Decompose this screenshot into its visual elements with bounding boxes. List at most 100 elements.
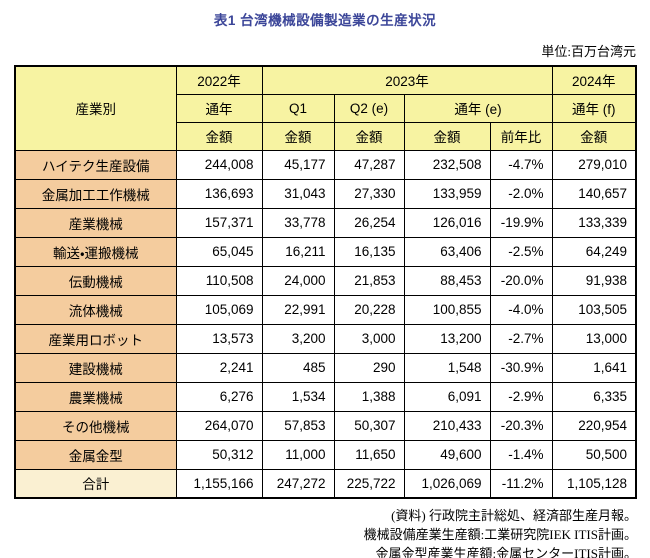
cell-2022-full-year-amount: 244,008	[175, 149, 263, 180]
cell-2023-full-year-e-amount: 100,855	[403, 294, 491, 325]
table-row: 金属金型 50,312 11,000 11,650 49,600 -1.4% 50,500	[14, 439, 637, 470]
total-row-label: 合計	[14, 468, 177, 499]
cell-2022-full-year-amount: 110,508	[175, 265, 263, 296]
unit-note: 単位:百万台湾元	[541, 44, 636, 59]
cell-2023-full-year-e-yoy: -2.9%	[489, 381, 553, 412]
cell-2023-full-year-e-amount: 126,016	[403, 207, 491, 238]
cell-2023-full-year-e-amount: 1,548	[403, 352, 491, 383]
cell-2023-full-year-e-yoy: -20.3%	[489, 410, 553, 441]
cell-2022-full-year-amount: 13,573	[175, 323, 263, 354]
header-row-periods: 通年 Q1 Q2 (e) 通年 (e) 通年 (f)	[15, 93, 637, 123]
table-row: 流体機械 105,069 22,991 20,228 100,855 -4.0% 103,5…	[14, 294, 637, 325]
cell-2023-full-year-e-amount: 133,959	[403, 178, 491, 209]
table-body: ハイテク生産設備 244,008 45,177 47,287 232,508 -4.7% 2…	[14, 149, 637, 499]
cell-2023-full-year-e-yoy: -2.7%	[489, 323, 553, 354]
cell-2023-q1-amount: 247,272	[261, 468, 335, 499]
cell-2023-full-year-e-yoy: -11.2%	[489, 468, 553, 499]
row-label: 農業機械	[14, 381, 177, 412]
cell-2024-full-year-f-amount: 64,249	[551, 236, 637, 267]
cell-2022-full-year-amount: 65,045	[175, 236, 263, 267]
cell-2022-full-year-amount: 264,070	[175, 410, 263, 441]
col-header-2024-full-year-f: 通年 (f)	[551, 93, 637, 123]
cell-2023-q2e-amount: 21,853	[333, 265, 405, 296]
row-label: 金属加工工作機械	[14, 178, 177, 209]
cell-2023-q1-amount: 1,534	[261, 381, 335, 412]
cell-2023-full-year-e-yoy: -20.0%	[489, 265, 553, 296]
table-total-row: 合計 1,155,166 247,272 225,722 1,026,069 -11.2%…	[14, 468, 637, 499]
col-header-yoy: 前年比	[489, 121, 553, 151]
cell-2023-full-year-e-amount: 88,453	[403, 265, 491, 296]
cell-2023-full-year-e-amount: 63,406	[403, 236, 491, 267]
cell-2023-q2e-amount: 3,000	[333, 323, 405, 354]
cell-2024-full-year-f-amount: 50,500	[551, 439, 637, 470]
table-row: その他機械 264,070 57,853 50,307 210,433 -20.3% 220…	[14, 410, 637, 441]
cell-2022-full-year-amount: 6,276	[175, 381, 263, 412]
col-header-2023-full-year-e: 通年 (e)	[403, 93, 553, 123]
col-header-amount-2024: 金額	[551, 121, 637, 151]
cell-2024-full-year-f-amount: 279,010	[551, 149, 637, 180]
col-header-2022-full-year: 通年	[175, 93, 263, 123]
cell-2023-q1-amount: 31,043	[261, 178, 335, 209]
row-label: 建設機械	[14, 352, 177, 383]
col-header-2022: 2022年	[175, 65, 263, 95]
cell-2023-q1-amount: 45,177	[261, 149, 335, 180]
col-header-2024: 2024年	[551, 65, 637, 95]
cell-2024-full-year-f-amount: 1,105,128	[551, 468, 637, 499]
cell-2023-q1-amount: 24,000	[261, 265, 335, 296]
page-title: 表1 台湾機械設備製造業の生産状況	[213, 13, 437, 28]
header-row-years: 産業別 2022年 2023年 2024年	[14, 65, 637, 151]
page: 表1 台湾機械設備製造業の生産状況 単位:百万台湾元 産業別 2022年 202…	[0, 9, 650, 558]
cell-2022-full-year-amount: 136,693	[175, 178, 263, 209]
cell-2023-q1-amount: 57,853	[261, 410, 335, 441]
cell-2023-q1-amount: 3,200	[261, 323, 335, 354]
cell-2023-full-year-e-yoy: -2.0%	[489, 178, 553, 209]
cell-2024-full-year-f-amount: 220,954	[551, 410, 637, 441]
footnote-machinery: 機械設備産業生産額:工業研究院IEK ITIS計画。	[363, 527, 637, 542]
cell-2022-full-year-amount: 157,371	[175, 207, 263, 238]
row-label: 金属金型	[14, 439, 177, 470]
production-table: 産業別 2022年 2023年 2024年 通年 Q1 Q2 (e) 通年 (e…	[14, 65, 638, 499]
col-header-amount-2023: 金額	[403, 121, 491, 151]
row-label: ハイテク生産設備	[14, 149, 177, 180]
cell-2023-full-year-e-amount: 1,026,069	[403, 468, 491, 499]
cell-2023-q2e-amount: 11,650	[333, 439, 405, 470]
footnote-metal-mold: 金属金型産業生産額:金属センターITIS計画。	[375, 546, 637, 558]
cell-2023-q1-amount: 22,991	[261, 294, 335, 325]
row-label: 産業機械	[14, 207, 177, 238]
col-header-industry: 産業別	[14, 65, 177, 151]
cell-2023-q2e-amount: 16,135	[333, 236, 405, 267]
cell-2023-full-year-e-amount: 49,600	[403, 439, 491, 470]
table-row: 伝動機械 110,508 24,000 21,853 88,453 -20.0% 91,93…	[14, 265, 637, 296]
col-header-2023: 2023年	[261, 65, 553, 95]
table-row: 農業機械 6,276 1,534 1,388 6,091 -2.9% 6,335	[14, 381, 637, 412]
cell-2023-q1-amount: 485	[261, 352, 335, 383]
row-label: 輸送・運搬機械	[14, 236, 177, 267]
cell-2023-full-year-e-yoy: -4.0%	[489, 294, 553, 325]
table-row: 建設機械 2,241 485 290 1,548 -30.9% 1,641	[14, 352, 637, 383]
col-header-amount-q1: 金額	[261, 121, 335, 151]
cell-2024-full-year-f-amount: 1,641	[551, 352, 637, 383]
cell-2023-q2e-amount: 1,388	[333, 381, 405, 412]
cell-2023-q2e-amount: 290	[333, 352, 405, 383]
cell-2023-full-year-e-amount: 13,200	[403, 323, 491, 354]
cell-2023-q1-amount: 11,000	[261, 439, 335, 470]
cell-2023-q2e-amount: 50,307	[333, 410, 405, 441]
cell-2023-q2e-amount: 225,722	[333, 468, 405, 499]
cell-2023-full-year-e-amount: 232,508	[403, 149, 491, 180]
cell-2023-full-year-e-yoy: -30.9%	[489, 352, 553, 383]
cell-2022-full-year-amount: 2,241	[175, 352, 263, 383]
cell-2023-full-year-e-yoy: -4.7%	[489, 149, 553, 180]
cell-2024-full-year-f-amount: 133,339	[551, 207, 637, 238]
cell-2023-q2e-amount: 47,287	[333, 149, 405, 180]
cell-2023-q2e-amount: 26,254	[333, 207, 405, 238]
cell-2023-q1-amount: 16,211	[261, 236, 335, 267]
cell-2023-q2e-amount: 20,228	[333, 294, 405, 325]
cell-2023-full-year-e-yoy: -1.4%	[489, 439, 553, 470]
cell-2024-full-year-f-amount: 91,938	[551, 265, 637, 296]
col-header-amount-q2: 金額	[333, 121, 405, 151]
cell-2023-full-year-e-yoy: -19.9%	[489, 207, 553, 238]
cell-2024-full-year-f-amount: 140,657	[551, 178, 637, 209]
col-header-amount-2022: 金額	[175, 121, 263, 151]
row-label: 伝動機械	[14, 265, 177, 296]
cell-2023-q1-amount: 33,778	[261, 207, 335, 238]
